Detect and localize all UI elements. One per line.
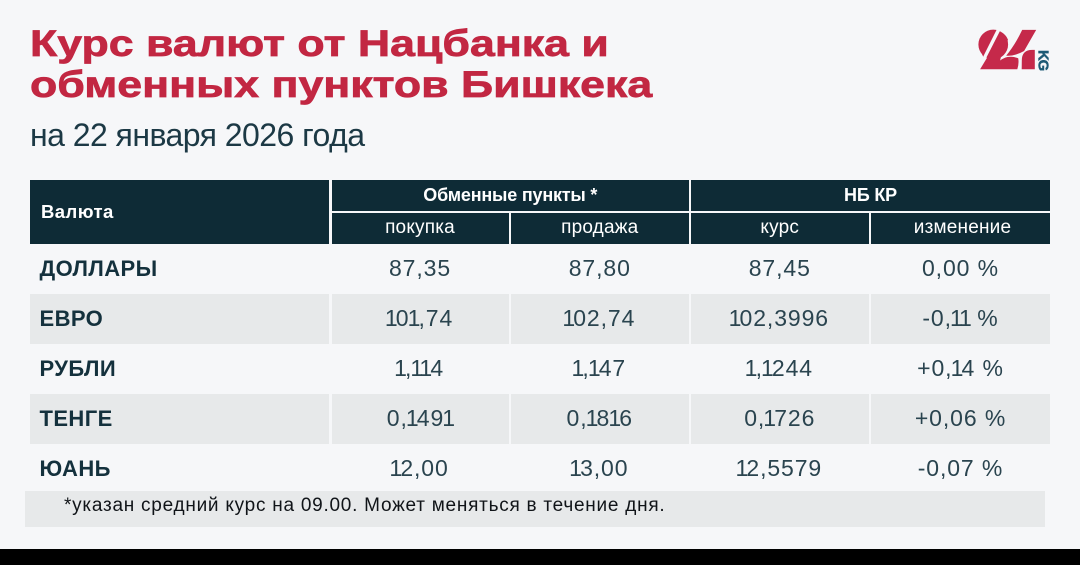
svg-text:KG: KG: [1035, 50, 1052, 71]
